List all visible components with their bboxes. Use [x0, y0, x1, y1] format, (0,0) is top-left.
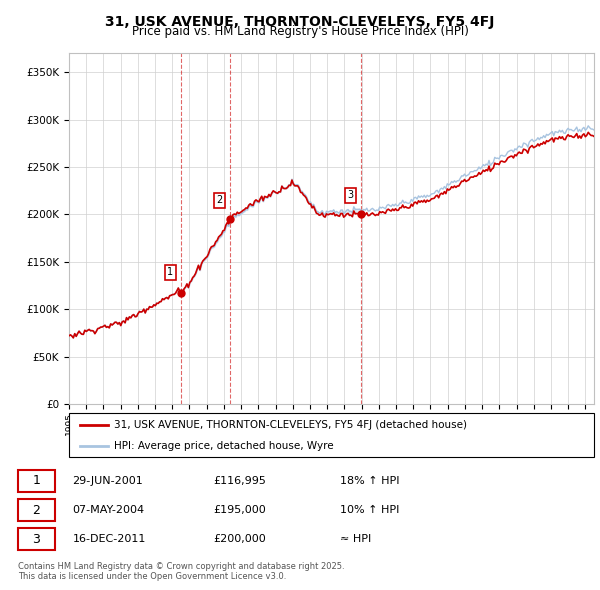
Text: 2: 2	[32, 503, 40, 517]
Text: 31, USK AVENUE, THORNTON-CLEVELEYS, FY5 4FJ: 31, USK AVENUE, THORNTON-CLEVELEYS, FY5 …	[106, 15, 494, 29]
Text: Price paid vs. HM Land Registry's House Price Index (HPI): Price paid vs. HM Land Registry's House …	[131, 25, 469, 38]
Text: 2: 2	[217, 195, 223, 205]
Text: 31, USK AVENUE, THORNTON-CLEVELEYS, FY5 4FJ (detached house): 31, USK AVENUE, THORNTON-CLEVELEYS, FY5 …	[113, 421, 467, 430]
FancyBboxPatch shape	[18, 528, 55, 550]
Text: £116,995: £116,995	[214, 476, 266, 486]
Text: 16-DEC-2011: 16-DEC-2011	[73, 535, 146, 544]
Text: 1: 1	[32, 474, 40, 487]
Text: 3: 3	[32, 533, 40, 546]
FancyBboxPatch shape	[69, 413, 594, 457]
Text: 29-JUN-2001: 29-JUN-2001	[73, 476, 143, 486]
Text: 07-MAY-2004: 07-MAY-2004	[73, 505, 145, 515]
Text: ≈ HPI: ≈ HPI	[340, 535, 371, 544]
Text: £195,000: £195,000	[214, 505, 266, 515]
FancyBboxPatch shape	[18, 470, 55, 492]
Text: HPI: Average price, detached house, Wyre: HPI: Average price, detached house, Wyre	[113, 441, 333, 451]
Text: 18% ↑ HPI: 18% ↑ HPI	[340, 476, 400, 486]
Text: 10% ↑ HPI: 10% ↑ HPI	[340, 505, 400, 515]
Text: £200,000: £200,000	[214, 535, 266, 544]
Text: Contains HM Land Registry data © Crown copyright and database right 2025.
This d: Contains HM Land Registry data © Crown c…	[18, 562, 344, 581]
Text: 3: 3	[347, 191, 353, 201]
Text: 1: 1	[167, 267, 173, 277]
FancyBboxPatch shape	[18, 499, 55, 521]
